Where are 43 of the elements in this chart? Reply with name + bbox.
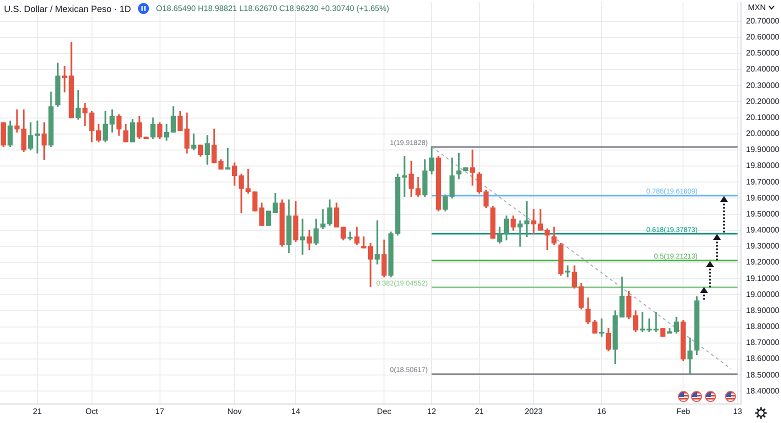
x-tick-label: 21 — [474, 407, 484, 416]
y-tick-label: 18.50000 — [746, 370, 780, 380]
y-tick-label: 19.60000 — [746, 193, 780, 202]
y-tick-label: 19.10000 — [746, 274, 780, 283]
y-tick-label: 20.20000 — [746, 96, 780, 106]
y-tick-label: 18.90000 — [746, 306, 780, 315]
x-tick-label: 2023 — [524, 407, 544, 416]
y-tick-label: 19.40000 — [746, 226, 780, 235]
chart-subtitle: O18.65490 H18.98821 L18.62670 C18.96230 +0.30740 (+1.65%) — [156, 4, 390, 13]
y-tick-label: 20.60000 — [746, 32, 780, 42]
candlestick — [300, 218, 306, 255]
y-tick-label: 19.90000 — [746, 145, 780, 154]
y-tick-label: 18.40000 — [746, 386, 780, 396]
candlestick — [517, 220, 523, 247]
x-tick-label: 12 — [427, 407, 437, 416]
x-tick-label: 16 — [597, 407, 607, 416]
y-tick-label: 18.70000 — [746, 338, 780, 348]
x-tick-label: Dec — [376, 407, 392, 416]
y-tick-label: 20.70000 — [746, 16, 780, 26]
candlestick — [687, 338, 693, 374]
x-tick-label: Oct — [86, 407, 99, 416]
y-tick-label: 19.00000 — [746, 290, 780, 299]
x-tick-label: Nov — [227, 407, 242, 416]
x-tick-label: Feb — [676, 407, 691, 416]
y-tick-label: 19.20000 — [746, 258, 780, 267]
candlestick — [470, 150, 476, 186]
y-tick-label: 19.30000 — [746, 242, 780, 251]
y-tick-label: 18.80000 — [746, 322, 780, 332]
y-tick-label: 20.30000 — [746, 80, 780, 90]
x-tick-label: 14 — [291, 407, 301, 416]
y-tick-label: 20.10000 — [746, 112, 780, 122]
y-tick-label: 20.00000 — [746, 129, 780, 138]
y-tick-label: 18.60000 — [746, 354, 780, 364]
chart-title: U.S. Dollar / Mexican Peso · 1D — [4, 4, 132, 14]
y-tick-label: 19.80000 — [746, 161, 780, 170]
y-tick-label: 19.70000 — [746, 177, 780, 186]
y-tick-label: 19.50000 — [746, 209, 780, 218]
x-tick-label: 13 — [733, 407, 743, 416]
y-tick-label: 20.40000 — [746, 64, 780, 74]
x-tick-label: 21 — [32, 407, 42, 416]
y-tick-label: 20.50000 — [746, 48, 780, 58]
y-axis-title: MXN — [748, 3, 766, 12]
x-tick-label: 17 — [155, 407, 165, 416]
